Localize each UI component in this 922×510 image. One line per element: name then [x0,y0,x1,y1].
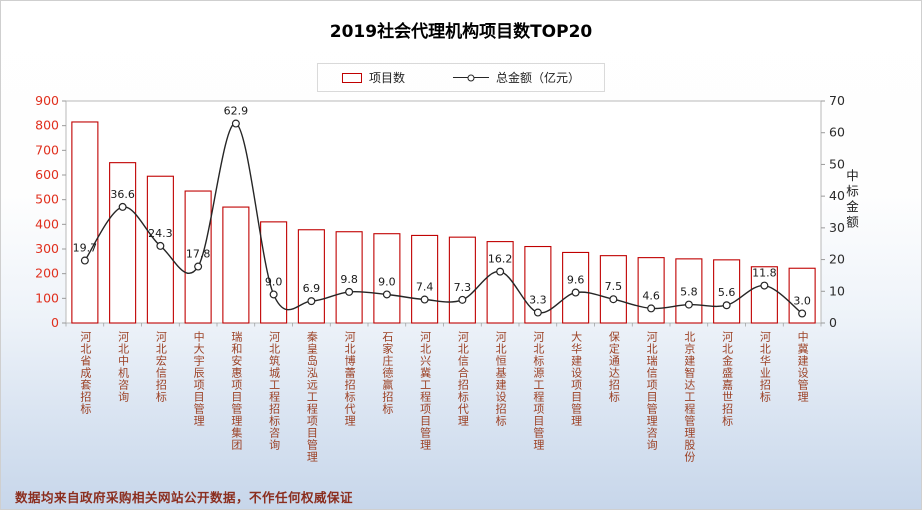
line-marker [496,267,505,276]
line-marker [760,281,769,290]
data-label: 7.3 [454,281,472,294]
right-axis-tick-label: 40 [829,188,845,203]
bar [750,266,778,324]
right-axis-tick-label: 50 [829,156,845,171]
line-marker [609,295,618,304]
bar-swatch-icon [341,72,362,83]
data-label: 9.6 [567,274,585,287]
left-axis-tick-label: 600 [35,167,59,182]
data-label: 36.6 [110,188,135,201]
line-marker-dot-icon [467,74,475,81]
legend-bar-label: 项目数 [368,71,405,85]
left-axis-tick-label: 900 [35,93,59,108]
bar [675,258,703,324]
right-axis-tick-label: 20 [829,252,845,267]
data-label: 7.4 [416,281,434,294]
data-label: 5.8 [680,286,698,299]
line-marker [571,288,580,297]
line-marker [684,300,693,309]
line-marker [798,309,807,318]
data-label: 16.2 [488,253,513,266]
bar [109,162,137,324]
left-axis-tick-label: 100 [35,290,59,305]
line-marker [269,290,278,299]
line-marker [458,295,467,304]
data-label: 3.0 [793,294,811,307]
data-label: 9.8 [340,273,358,286]
bar [335,231,363,324]
data-label: 11.8 [752,267,777,280]
line-marker [194,262,203,271]
line-marker [533,308,542,317]
left-axis-tick-label: 200 [35,266,59,281]
bar [713,259,741,324]
bar [411,234,439,324]
line-marker [156,241,165,250]
data-label: 24.3 [148,227,173,240]
right-axis-tick-label: 10 [829,283,845,298]
bar [222,206,250,324]
line-marker [231,119,240,128]
bar [260,221,288,324]
line-marker [722,301,731,310]
data-label: 4.6 [642,289,660,302]
right-axis-tick-label: 30 [829,220,845,235]
legend-item-line: 总金额（亿元） [453,69,580,86]
data-label: 7.5 [605,280,623,293]
bar [297,229,325,324]
line-marker [80,256,89,265]
line-marker [420,295,429,304]
data-label: 9.0 [265,275,283,288]
line-marker [647,304,656,313]
line-marker [118,202,127,211]
left-axis-tick-label: 0 [51,315,59,330]
line-marker [307,297,316,306]
footer-note: 数据均来自政府采购相关网站公开数据，不作任何权威保证 [15,490,354,505]
plot-background [65,100,822,324]
right-axis-title: 中标金额 [844,169,859,231]
bar [71,121,99,324]
line-marker [345,287,354,296]
data-label: 62.9 [224,105,249,118]
data-label: 19.7 [73,242,98,255]
right-axis-tick-label: 60 [829,125,845,140]
legend-item-bars: 项目数 [341,69,405,86]
left-axis-tick-label: 700 [35,142,59,157]
data-label: 17.8 [186,248,211,261]
bar [599,255,627,324]
bar [373,233,401,324]
right-axis-tick-label: 0 [829,315,837,330]
data-label: 3.3 [529,294,547,307]
left-axis-tick-label: 400 [35,216,59,231]
data-label: 9.0 [378,275,396,288]
right-axis-tick-label: 70 [829,93,845,108]
chart-legend: 项目数 总金额（亿元） [316,63,606,92]
legend-line-label: 总金额（亿元） [496,71,581,85]
bar [184,190,212,324]
chart-title: 2019社会代理机构项目数TOP20 [329,22,593,42]
line-marker-icon [453,73,489,83]
data-label: 6.9 [303,282,321,295]
bar [448,236,476,324]
left-axis-tick-label: 500 [35,192,59,207]
total-amount-line [84,122,803,315]
data-label: 5.6 [718,286,736,299]
left-axis-tick-label: 300 [35,241,59,256]
line-marker [382,290,391,299]
bar [562,251,590,324]
left-axis-tick-label: 800 [35,118,59,133]
